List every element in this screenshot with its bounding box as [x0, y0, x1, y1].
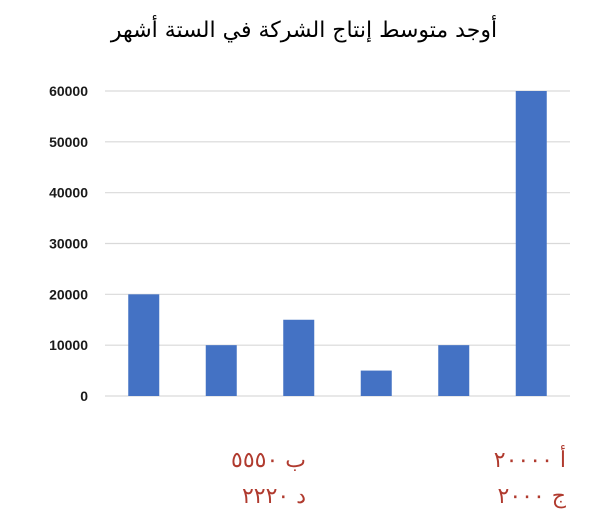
chart-gridlines [105, 90, 570, 397]
question-title: أوجد متوسط إنتاج الشركة في الستة أشهر [110, 18, 498, 43]
y-axis-tick-labels: 0 10000 20000 30000 40000 50000 60000 [49, 83, 88, 404]
bar-chart: 0 10000 20000 30000 40000 50000 60000 [49, 83, 570, 404]
y-tick-label: 60000 [49, 83, 88, 99]
bar [128, 294, 160, 396]
y-tick-label: 0 [80, 388, 88, 404]
bar [205, 345, 237, 396]
chart-bars [128, 91, 547, 396]
y-tick-label: 50000 [49, 134, 88, 150]
bar [360, 370, 392, 396]
answer-option-a[interactable]: أ ٢٠٠٠٠ [493, 448, 566, 473]
answer-option-c[interactable]: ج ٢٠٠٠ [497, 484, 566, 509]
y-tick-label: 40000 [49, 185, 88, 201]
bar [438, 345, 470, 396]
bar [283, 319, 315, 396]
bar [515, 91, 547, 396]
answer-option-b[interactable]: ب ٥٥٥٠ [231, 448, 306, 473]
y-tick-label: 30000 [49, 236, 88, 252]
y-tick-label: 20000 [49, 286, 88, 302]
y-tick-label: 10000 [49, 337, 88, 353]
answer-option-d[interactable]: د ٢٢٢٠ [241, 484, 306, 509]
